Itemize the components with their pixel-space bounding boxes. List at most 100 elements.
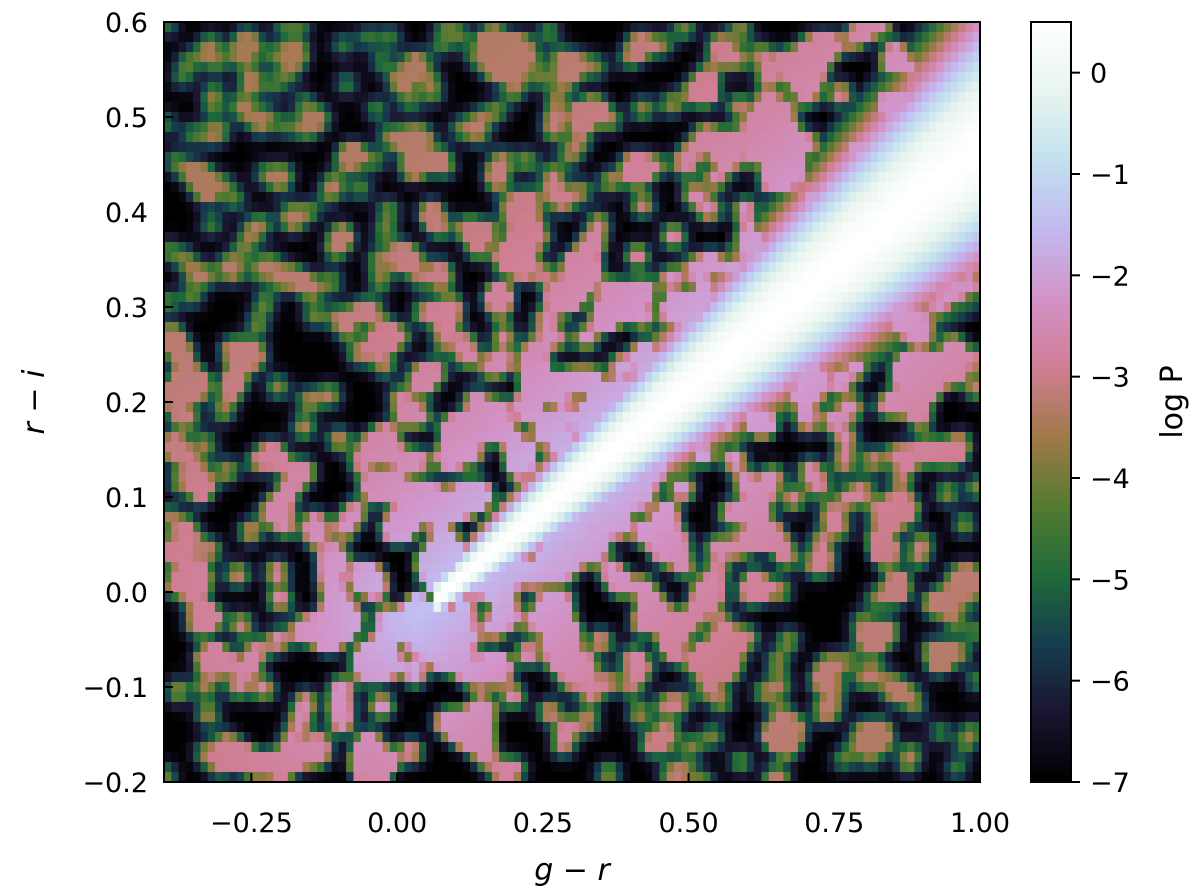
heatmap-cell	[462, 292, 471, 303]
heatmap-cell	[455, 362, 464, 373]
heatmap-cell	[521, 222, 529, 233]
heatmap-cell	[623, 32, 631, 43]
heatmap-cell	[448, 192, 457, 203]
heatmap-cell	[834, 112, 843, 123]
heatmap-cell	[586, 92, 595, 103]
heatmap-cell	[346, 162, 355, 173]
heatmap-cell	[805, 382, 814, 393]
heatmap-cell	[338, 302, 347, 313]
heatmap-cell	[878, 402, 886, 413]
heatmap-cell	[462, 262, 471, 273]
heatmap-cell	[899, 42, 908, 53]
heatmap-cell	[790, 92, 799, 103]
heatmap-cell	[462, 22, 471, 33]
heatmap-cell	[506, 452, 515, 463]
heatmap-cell	[644, 182, 653, 193]
heatmap-cell	[389, 32, 398, 43]
heatmap-cell	[222, 342, 231, 353]
heatmap-cell	[331, 452, 340, 463]
heatmap-cell	[506, 302, 515, 313]
heatmap-cell	[776, 122, 784, 133]
heatmap-cell	[411, 312, 420, 323]
heatmap-cell	[513, 92, 522, 103]
heatmap-cell	[360, 152, 369, 163]
heatmap-cell	[164, 192, 172, 203]
heatmap-cell	[681, 252, 690, 263]
heatmap-cell	[178, 262, 187, 273]
heatmap-cell	[557, 112, 566, 123]
heatmap-cell	[834, 332, 843, 343]
heatmap-cell	[368, 92, 376, 103]
heatmap-cell	[244, 312, 253, 323]
heatmap-cell	[783, 292, 792, 303]
heatmap-cell	[856, 32, 865, 43]
heatmap-cell	[426, 322, 435, 333]
heatmap-cell	[863, 382, 872, 393]
heatmap-cell	[630, 82, 639, 93]
heatmap-cell	[703, 282, 712, 293]
heatmap-cell	[914, 432, 923, 443]
heatmap-cell	[499, 22, 508, 33]
heatmap-cell	[426, 142, 435, 153]
heatmap-cell	[331, 42, 340, 53]
heatmap-cell	[717, 292, 726, 303]
heatmap-cell	[426, 332, 435, 343]
heatmap-cell	[462, 322, 471, 333]
heatmap-cell	[907, 162, 916, 173]
heatmap-cell	[477, 212, 486, 223]
heatmap-cell	[499, 182, 508, 193]
heatmap-cell	[185, 302, 194, 313]
heatmap-cell	[164, 412, 172, 423]
heatmap-cell	[732, 132, 741, 143]
heatmap-cell	[440, 82, 449, 93]
heatmap-cell	[710, 432, 719, 443]
heatmap-cell	[943, 122, 952, 133]
heatmap-cell	[623, 432, 631, 443]
heatmap-cell	[827, 422, 835, 433]
heatmap-cell	[171, 82, 180, 93]
heatmap-cell	[215, 262, 223, 273]
heatmap-cell	[965, 432, 974, 443]
heatmap-cell	[936, 52, 945, 63]
heatmap-cell	[965, 72, 974, 83]
heatmap-cell	[178, 272, 187, 283]
heatmap-cell	[521, 242, 529, 253]
heatmap-cell	[783, 82, 792, 93]
heatmap-cell	[637, 312, 646, 323]
heatmap-cell	[550, 272, 559, 283]
heatmap-cell	[688, 232, 697, 243]
heatmap-cell	[258, 362, 267, 373]
heatmap-cell	[273, 42, 282, 53]
heatmap-cell	[244, 102, 253, 113]
heatmap-cell	[346, 62, 355, 73]
heatmap-cell	[637, 82, 646, 93]
heatmap-cell	[404, 392, 413, 403]
heatmap-cell	[309, 32, 318, 43]
heatmap-cell	[856, 312, 865, 323]
heatmap-cell	[805, 372, 814, 383]
heatmap-cell	[972, 162, 980, 173]
heatmap-cell	[382, 222, 391, 233]
heatmap-cell	[958, 382, 967, 393]
heatmap-cell	[725, 412, 733, 423]
heatmap-cell	[703, 72, 712, 83]
heatmap-cell	[863, 402, 872, 413]
heatmap-cell	[309, 242, 318, 253]
heatmap-cell	[674, 392, 682, 403]
heatmap-cell	[848, 182, 857, 193]
heatmap-cell	[601, 362, 610, 373]
heatmap-cell	[222, 352, 231, 363]
heatmap-cell	[674, 322, 682, 333]
heatmap-cell	[528, 102, 537, 113]
heatmap-cell	[368, 222, 376, 233]
heatmap-cell	[827, 272, 835, 283]
heatmap-cell	[754, 212, 763, 223]
heatmap-cell	[455, 272, 464, 283]
heatmap-cell	[579, 92, 588, 103]
heatmap-cell	[921, 72, 930, 83]
heatmap-cell	[812, 32, 821, 43]
heatmap-cell	[950, 182, 959, 193]
heatmap-cell	[907, 332, 916, 343]
heatmap-cell	[360, 22, 369, 33]
heatmap-cell	[382, 402, 391, 413]
